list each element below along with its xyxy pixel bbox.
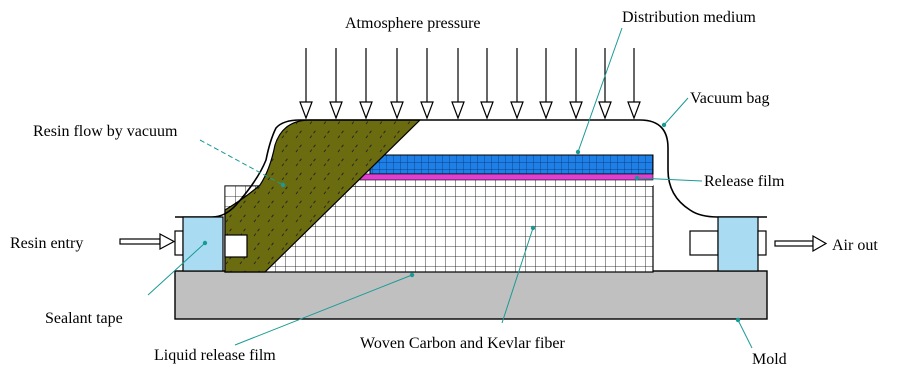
resin-port-box xyxy=(224,234,248,258)
release-film-layer xyxy=(359,173,654,181)
label-air-out: Air out xyxy=(832,237,878,254)
down-arrow-icon xyxy=(569,48,583,120)
vacuum-bag xyxy=(175,119,767,218)
distribution-medium-layer xyxy=(369,154,654,175)
down-arrow-icon xyxy=(627,48,641,120)
down-arrow-icon xyxy=(390,48,404,120)
down-arrow-icon xyxy=(480,48,494,120)
down-arrow-icon xyxy=(299,48,313,120)
label-atmosphere-pressure: Atmosphere pressure xyxy=(345,15,481,32)
down-arrow-icon xyxy=(510,48,524,120)
label-vacuum-bag: Vacuum bag xyxy=(690,90,770,107)
leader-release-film xyxy=(634,175,703,182)
down-arrow-icon xyxy=(451,48,465,120)
label-resin-entry: Resin entry xyxy=(10,235,83,252)
down-arrow-icon xyxy=(329,48,343,120)
right-sealant-tape xyxy=(717,216,759,272)
down-arrow-icon xyxy=(598,48,612,120)
air-out-arrow-icon xyxy=(774,234,828,253)
down-arrow-icon xyxy=(539,48,553,120)
leader-lines xyxy=(147,27,753,349)
down-arrow-icon xyxy=(420,48,434,120)
left-sealant-tape xyxy=(182,216,224,272)
label-liquid-release-film: Liquid release film xyxy=(154,347,276,364)
label-sealant-tape: Sealant tape xyxy=(45,310,123,327)
leader-distribution-medium xyxy=(575,27,623,155)
pressure-arrows xyxy=(299,48,641,120)
leader-sealant-tape xyxy=(147,240,208,296)
leader-mold xyxy=(735,317,753,349)
label-resin-flow: Resin flow by vacuum xyxy=(33,123,178,140)
label-distribution-medium: Distribution medium xyxy=(622,9,756,26)
left-sealant-assembly xyxy=(174,216,224,272)
mold xyxy=(174,270,768,320)
leader-woven-fiber xyxy=(501,225,536,324)
label-release-film: Release film xyxy=(704,173,785,190)
label-woven-fiber: Woven Carbon and Kevlar fiber xyxy=(360,335,566,352)
down-arrow-icon xyxy=(359,48,373,120)
leader-liquid-release-film xyxy=(234,272,415,346)
label-mold: Mold xyxy=(752,351,787,368)
leader-vacuum-bag xyxy=(661,97,689,128)
right-sealant-assembly xyxy=(689,216,767,272)
resin-entry-arrow-icon xyxy=(119,232,176,251)
